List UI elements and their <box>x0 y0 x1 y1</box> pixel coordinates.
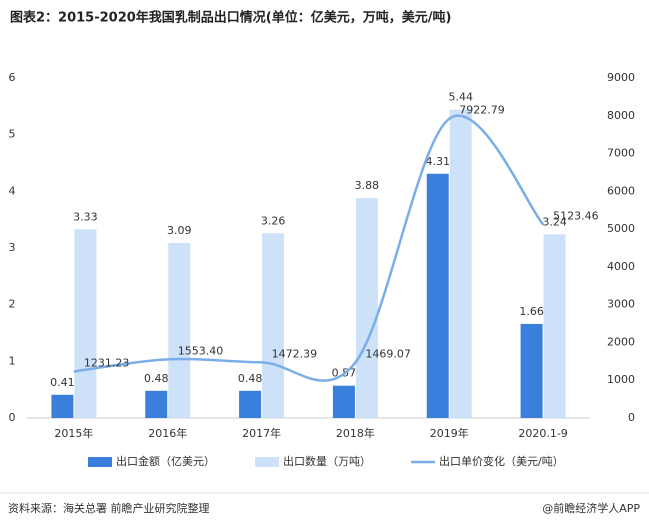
legend-swatch <box>88 457 112 467</box>
y2-tick-label: 9000 <box>607 71 635 84</box>
line-label: 1553.40 <box>178 344 224 357</box>
bar <box>168 242 191 418</box>
y2-tick-label: 5000 <box>607 222 635 235</box>
y2-tick-label: 0 <box>628 411 635 424</box>
x-tick-label: 2020.1-9 <box>518 427 567 440</box>
bar <box>74 229 97 418</box>
bar <box>543 234 566 418</box>
line-label: 1472.39 <box>272 347 318 360</box>
x-tick-label: 2016年 <box>148 426 187 440</box>
bar <box>239 390 262 418</box>
y2-tick-label: 3000 <box>607 298 635 311</box>
line-label: 1469.07 <box>365 348 411 361</box>
line <box>73 114 545 382</box>
y-tick-label: 6 <box>9 71 16 84</box>
line-label: 5123.46 <box>553 209 599 222</box>
bar-label: 4.31 <box>426 155 451 168</box>
bar-label: 0.48 <box>144 372 169 385</box>
x-tick-label: 2015年 <box>54 426 93 440</box>
legend-label: 出口单价变化（美元/吨） <box>439 454 564 468</box>
x-tick-label: 2017年 <box>242 426 281 440</box>
bar-label: 1.66 <box>519 305 544 318</box>
legend-label: 出口数量（万吨） <box>283 454 371 468</box>
y2-tick-label: 2000 <box>607 335 635 348</box>
bar <box>426 173 449 418</box>
bar <box>332 385 355 418</box>
x-tick-label: 2019年 <box>430 426 469 440</box>
bar-label: 0.41 <box>50 376 75 389</box>
legend-swatch <box>255 457 279 467</box>
y-tick-label: 4 <box>9 184 16 197</box>
bar-label: 3.09 <box>167 224 192 237</box>
y2-tick-label: 8000 <box>607 109 635 122</box>
x-tick-label: 2018年 <box>336 426 375 440</box>
bar <box>355 198 378 418</box>
bar-label: 0.48 <box>238 372 263 385</box>
bar <box>145 390 168 418</box>
bar <box>262 233 285 418</box>
legend-label: 出口金额（亿美元） <box>116 454 215 468</box>
y-tick-label: 3 <box>9 241 16 254</box>
bar-label: 3.88 <box>355 179 380 192</box>
line-label: 7922.79 <box>459 104 505 117</box>
y2-tick-label: 6000 <box>607 184 635 197</box>
y2-tick-label: 1000 <box>607 373 635 386</box>
bar <box>449 109 472 418</box>
bar-label: 3.33 <box>73 210 98 223</box>
bar-label: 3.24 <box>542 215 567 228</box>
chart-title: 图表2：2015-2020年我国乳制品出口情况(单位：亿美元，万吨，美元/吨) <box>10 10 451 26</box>
y-tick-label: 2 <box>9 298 16 311</box>
bar <box>520 323 543 418</box>
brand: @前瞻经济学人APP <box>542 501 640 515</box>
bar-label: 5.44 <box>449 91 474 104</box>
y2-tick-label: 7000 <box>607 147 635 160</box>
y-tick-label: 0 <box>9 411 16 424</box>
bar <box>51 394 74 418</box>
line-label: 1231.23 <box>84 356 129 369</box>
bar-label: 3.26 <box>261 214 286 227</box>
y-tick-label: 5 <box>9 128 16 141</box>
y-tick-label: 1 <box>9 354 16 367</box>
y2-tick-label: 4000 <box>607 260 635 273</box>
source: 资料来源：海关总署 前瞻产业研究院整理 <box>8 501 210 515</box>
